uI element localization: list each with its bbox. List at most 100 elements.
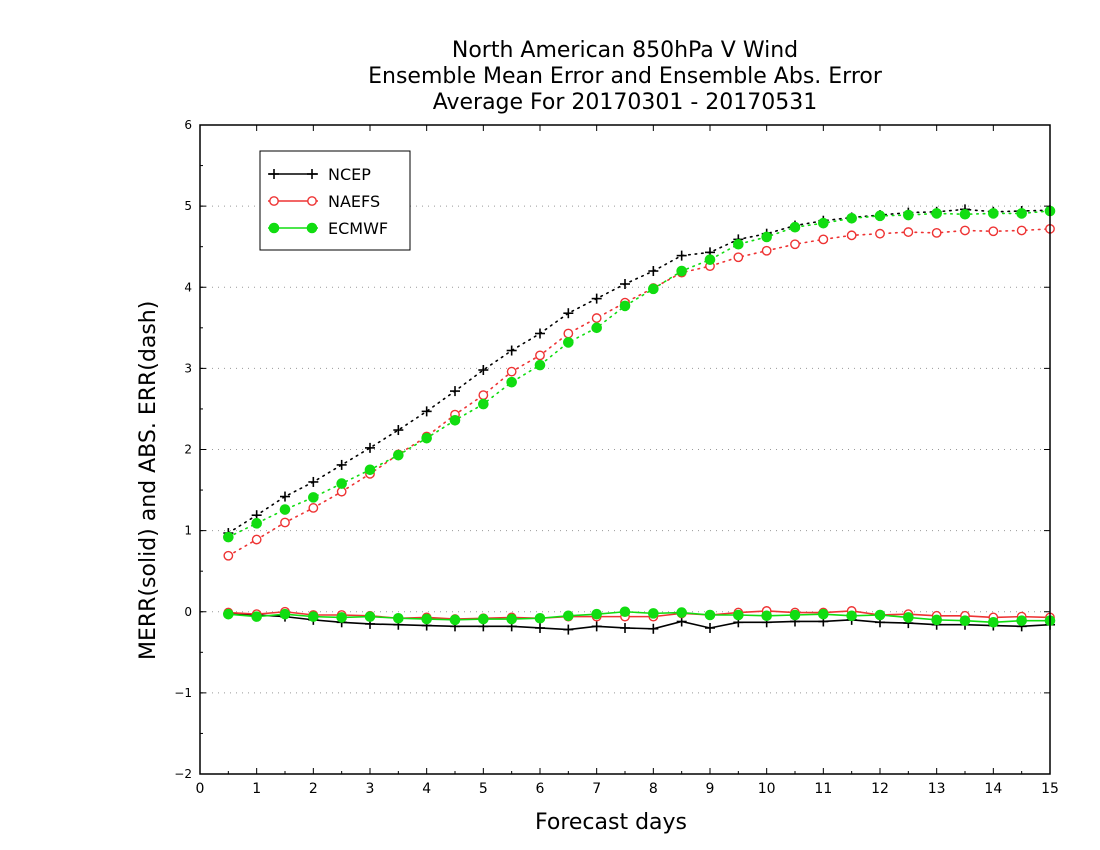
legend-label: ECMWF: [328, 219, 388, 238]
ecmwf-mean-err-point: [846, 610, 857, 622]
x-tick-label: 5: [479, 781, 488, 797]
ecmwf-abs-err-point: [506, 376, 517, 388]
naefs-abs-err-point: [960, 225, 970, 236]
legend-marker: [268, 222, 280, 234]
x-tick-label: 4: [422, 781, 431, 797]
ncep-abs-err-point: [620, 279, 630, 290]
ecmwf-mean-err-point: [308, 611, 319, 622]
y-tick-label: −2: [174, 767, 192, 781]
ecmwf-abs-err-point: [393, 449, 404, 461]
ecmwf-mean-err-point: [478, 613, 489, 625]
ncep-mean-err-point: [591, 621, 602, 632]
ecmwf-mean-err-point: [336, 612, 347, 623]
ecmwf-mean-err-point: [676, 607, 687, 618]
naefs-abs-err-point: [280, 517, 290, 528]
legend-marker: [306, 222, 318, 234]
ecmwf-mean-err-point: [648, 608, 659, 619]
legend-item-ncep: NCEP: [268, 165, 371, 184]
naefs-abs-err-point: [308, 503, 319, 513]
ecmwf-mean-err-point: [761, 610, 772, 622]
naefs-abs-err-point: [790, 239, 800, 250]
chart-title-line-2: Ensemble Mean Error and Ensemble Abs. Er…: [368, 64, 882, 89]
ecmwf-mean-err-point: [421, 613, 432, 625]
naefs-abs-err-point: [478, 390, 489, 401]
ecmwf-abs-err-point: [903, 209, 914, 221]
legend-marker: [307, 196, 317, 206]
ecmwf-mean-err-point: [563, 610, 574, 622]
x-tick-label: 3: [366, 781, 375, 797]
ncep-abs-err-point: [478, 364, 489, 375]
ncep-abs-err-point: [676, 250, 687, 261]
y-tick-label: 4: [184, 280, 192, 294]
ecmwf-abs-err-point: [648, 283, 659, 295]
naefs-abs-err-point: [818, 234, 829, 245]
ecmwf-abs-err-point: [279, 504, 291, 515]
ecmwf-mean-err-point: [506, 613, 517, 625]
ecmwf-mean-err-point: [223, 608, 234, 620]
ecmwf-abs-err-point: [251, 518, 262, 529]
ncep-abs-err-point: [336, 459, 347, 470]
ecmwf-mean-err-point: [591, 608, 602, 620]
ecmwf-mean-err-point: [704, 609, 716, 621]
x-tick-label: 8: [649, 781, 658, 797]
ecmwf-abs-err-point: [846, 212, 857, 224]
ncep-abs-err-point: [365, 442, 375, 453]
legend-marker: [307, 169, 317, 179]
naefs-abs-err-point: [903, 227, 914, 237]
ncep-abs-err-point: [280, 491, 290, 502]
ncep-abs-err-point: [506, 345, 517, 356]
x-tick-label: 0: [196, 781, 205, 797]
ecmwf-mean-err-point: [449, 614, 461, 626]
ecmwf-abs-err-point: [308, 492, 319, 503]
ecmwf-mean-err-point: [534, 612, 546, 624]
ecmwf-abs-err-point: [223, 531, 234, 543]
naefs-abs-err-point: [931, 227, 942, 238]
ecmwf-abs-err-point: [704, 254, 716, 265]
x-tick-label: 6: [536, 781, 545, 797]
legend-label: NCEP: [328, 165, 371, 184]
ecmwf-mean-err-point: [988, 616, 999, 628]
series-ecmwf: [223, 205, 1056, 628]
naefs-abs-err-point: [761, 245, 772, 256]
ecmwf-mean-err-point: [818, 608, 829, 620]
ecmwf-abs-err-point: [336, 478, 347, 489]
ecmwf-abs-err-point: [478, 398, 489, 410]
legend-label: NAEFS: [328, 192, 380, 211]
x-tick-label: 15: [1041, 781, 1059, 797]
ecmwf-abs-err-point: [1016, 208, 1027, 219]
legend-item-ecmwf: ECMWF: [268, 219, 388, 238]
ncep-abs-err-line: [227, 208, 1051, 534]
ecmwf-mean-err-point: [874, 609, 886, 621]
ecmwf-abs-err-point: [534, 359, 546, 371]
ncep-mean-err-point: [620, 622, 630, 633]
series-ncep: [223, 204, 1055, 635]
ecmwf-mean-err-point: [1016, 615, 1027, 626]
naefs-abs-err-point: [875, 228, 885, 239]
ecmwf-abs-err-point: [563, 337, 574, 348]
ecmwf-mean-err-point: [251, 611, 262, 622]
naefs-abs-err-point: [535, 350, 545, 361]
legend-box: [259, 150, 411, 251]
ecmwf-abs-err-point: [449, 414, 461, 426]
ecmwf-abs-err-point: [761, 231, 772, 243]
ecmwf-abs-err-point: [591, 322, 602, 334]
legend-marker: [269, 169, 279, 179]
ncep-abs-err-point: [648, 266, 659, 277]
y-tick-label: 5: [184, 199, 192, 213]
y-tick-label: 3: [184, 361, 192, 375]
ecmwf-abs-err-point: [959, 208, 971, 220]
x-tick-label: 12: [871, 781, 889, 797]
ecmwf-mean-err-point: [931, 614, 942, 626]
x-tick-label: 7: [592, 781, 601, 797]
naefs-abs-err-point: [1016, 225, 1027, 236]
y-tick-label: 2: [184, 443, 192, 457]
chart-title-line-1: North American 850hPa V Wind: [451, 38, 799, 63]
x-tick-label: 14: [984, 781, 1002, 797]
ecmwf-abs-err-line: [227, 210, 1051, 538]
ncep-abs-err-point: [535, 328, 545, 339]
ecmwf-abs-err-point: [789, 221, 801, 233]
ncep-mean-err-point: [705, 622, 715, 633]
y-tick-label: 0: [184, 605, 192, 619]
plot-series: [223, 204, 1056, 635]
series-naefs: [223, 223, 1055, 624]
